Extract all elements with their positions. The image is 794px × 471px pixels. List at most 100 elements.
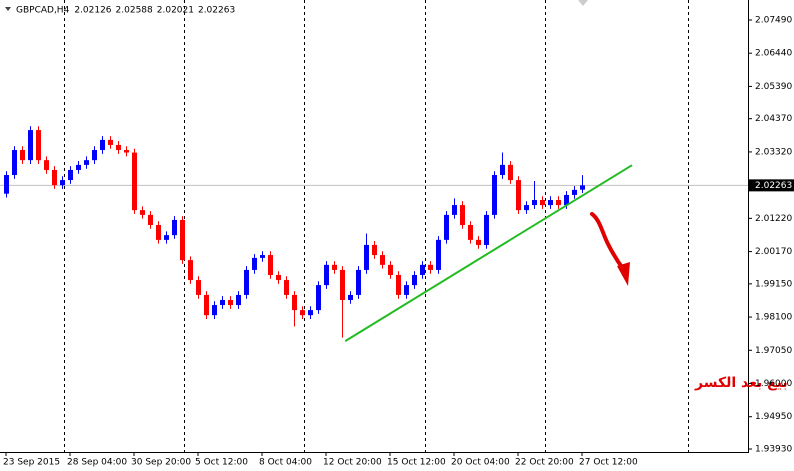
candle-body [196, 280, 201, 295]
candle-body [92, 150, 97, 161]
candle-body [100, 139, 105, 151]
candle-body [476, 239, 481, 245]
ohlc-value: 2.02021 [157, 6, 194, 16]
candle-body [524, 205, 529, 211]
candle-body [316, 285, 321, 311]
candle-body [236, 294, 241, 306]
candle-body [276, 274, 281, 281]
candle-body [564, 194, 569, 206]
candle-body [484, 214, 489, 245]
arrow [590, 212, 626, 272]
candle-body [156, 225, 161, 240]
candle-body [164, 235, 169, 240]
candle-body [220, 299, 225, 306]
x-tick-label: 28 Sep 04:00 [67, 458, 127, 468]
x-tick-label: 8 Oct 04:00 [259, 458, 312, 468]
x-tick-label: 15 Oct 12:00 [387, 458, 446, 468]
candle-body [292, 294, 297, 311]
candle-body [124, 150, 129, 153]
y-tick-label: 1.94950 [755, 412, 792, 422]
candle-body [284, 280, 289, 295]
candle-body [348, 294, 353, 300]
candle-body [76, 164, 81, 170]
x-tick-label: 30 Sep 20:00 [131, 458, 191, 468]
x-tick-label: 23 Sep 2015 [3, 458, 60, 468]
x-tick-label: 22 Oct 20:00 [515, 458, 574, 468]
candle-body [20, 150, 25, 161]
scroll-icon [578, 0, 588, 6]
x-tick-label: 5 Oct 12:00 [195, 458, 248, 468]
candle-body [36, 130, 41, 161]
candle-body [148, 214, 153, 226]
y-tick-label: 2.00170 [755, 247, 792, 257]
candle-body [516, 180, 521, 211]
candle-body [340, 269, 345, 300]
candle-body [508, 164, 513, 181]
y-tick-label: 1.98100 [755, 313, 792, 323]
y-tick-label: 2.04370 [755, 114, 792, 124]
candle-body [28, 130, 33, 161]
bid-label: 2.02263 [755, 181, 792, 191]
candle-body [300, 310, 305, 316]
candle-body [380, 255, 385, 265]
candle-body [396, 274, 401, 295]
candle-body [252, 257, 257, 270]
candle-body [244, 269, 249, 295]
candle-body [556, 200, 561, 206]
candle-body [132, 152, 137, 211]
candle-body [108, 139, 113, 145]
arrow-head [617, 262, 630, 286]
y-tick-label: 2.01220 [755, 214, 792, 224]
candle-body [548, 200, 553, 206]
candle-body [404, 285, 409, 295]
candle-body [116, 144, 121, 151]
candle-body [492, 175, 497, 215]
candle-body [324, 264, 329, 286]
candle-body [532, 200, 537, 206]
candle-body [4, 175, 9, 194]
candle-body [68, 169, 73, 181]
x-tick-label: 27 Oct 12:00 [579, 458, 638, 468]
candle-body [308, 310, 313, 316]
y-tick-label: 1.99150 [755, 279, 792, 289]
candle-body [228, 299, 233, 306]
candle-body [12, 150, 17, 176]
candle-body [412, 274, 417, 286]
y-tick-label: 1.97050 [755, 346, 792, 356]
candle-body [204, 294, 209, 316]
candle-body [372, 244, 377, 256]
plot [0, 126, 748, 342]
y-tick-label: 1.96000 [755, 379, 792, 389]
candle-body [460, 205, 465, 226]
candle-body [388, 264, 393, 275]
candle-body [260, 255, 265, 258]
candle-body [572, 189, 577, 195]
y-tick-label: 2.05390 [755, 82, 792, 92]
candle-body [172, 219, 177, 236]
candle-body [268, 255, 273, 275]
x-tick-label: 12 Oct 20:00 [323, 458, 382, 468]
y-tick-label: 1.93930 [755, 444, 792, 454]
menu-icon [5, 7, 11, 11]
candle-body [180, 219, 185, 261]
candle-body [356, 269, 361, 295]
candle-body [52, 169, 57, 186]
ohlc-value: 2.02588 [116, 6, 153, 16]
candle-body [468, 225, 473, 240]
ohlc-value: 2.02263 [198, 6, 235, 16]
y-tick-label: 2.06440 [755, 49, 792, 59]
trendline [344, 164, 633, 342]
y-tick-label: 2.03320 [755, 147, 792, 157]
bid-label-bg [749, 179, 794, 192]
candle-body [420, 264, 425, 275]
candle-body [364, 244, 369, 270]
annotation: بيع بعد الكسر [694, 375, 788, 391]
candle-body [452, 205, 457, 215]
x-tick-label: 20 Oct 04:00 [451, 458, 510, 468]
y-tick-label: 2.07490 [755, 15, 792, 25]
candle-body [212, 305, 217, 316]
ohlc-value: 2.02126 [74, 6, 111, 16]
candle-body [60, 180, 65, 186]
